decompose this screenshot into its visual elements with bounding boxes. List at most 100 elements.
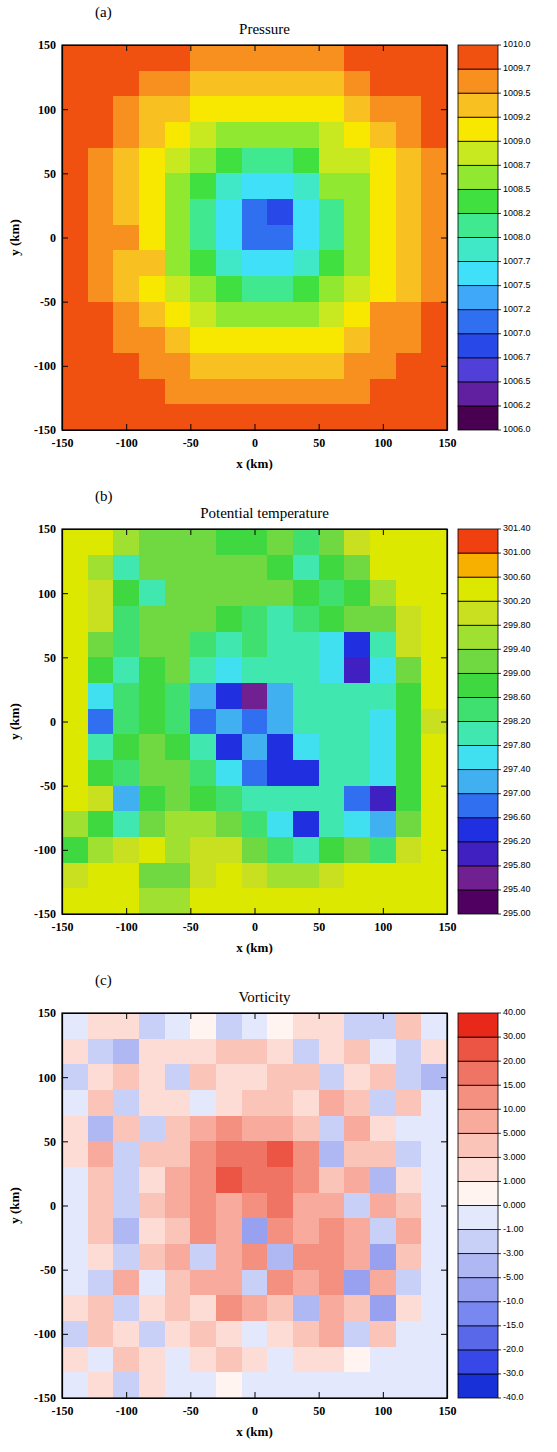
tick-mark	[383, 908, 384, 914]
cell	[216, 96, 242, 122]
cell	[88, 327, 114, 353]
tick-label: 150	[38, 1006, 56, 1020]
colorbar-box	[458, 1085, 498, 1109]
tick: -50	[183, 908, 199, 934]
cell	[293, 863, 319, 889]
colorbar-label: 1.000	[503, 1176, 526, 1186]
colorbar-label: 297.40	[503, 764, 531, 774]
colorbar-tick	[498, 141, 501, 142]
tick	[441, 1077, 447, 1078]
cell	[165, 302, 191, 328]
tick-label: -100	[116, 920, 138, 934]
cell	[344, 1013, 370, 1039]
cell	[242, 734, 268, 760]
cell	[139, 1270, 165, 1296]
cell	[293, 529, 319, 555]
cell	[344, 863, 370, 889]
cell	[242, 580, 268, 606]
cell	[190, 1090, 216, 1116]
colorbar-label: 5.000	[503, 1128, 526, 1138]
colorbar-tick	[498, 1013, 501, 1014]
cell	[216, 555, 242, 581]
cell	[293, 1141, 319, 1167]
cell	[293, 276, 319, 302]
cell	[190, 529, 216, 555]
cell	[139, 1167, 165, 1193]
tick: -50	[40, 295, 68, 309]
cell	[396, 379, 422, 405]
tick-mark	[441, 1270, 447, 1271]
cell	[267, 1090, 293, 1116]
tick-label: 150	[439, 920, 457, 934]
cell	[344, 1064, 370, 1090]
cell	[344, 1295, 370, 1321]
cell	[242, 1013, 268, 1039]
cell	[113, 327, 139, 353]
cell	[113, 199, 139, 225]
tick-label: 150	[439, 1404, 457, 1418]
colorbar-tick	[498, 914, 501, 915]
tick: 100	[374, 908, 392, 934]
cell	[165, 709, 191, 735]
colorbar-label: 1009.2	[503, 112, 531, 122]
cell	[319, 276, 345, 302]
cell	[396, 555, 422, 581]
tick-mark	[319, 1392, 320, 1398]
colorbar-label: 1007.2	[503, 304, 531, 314]
cell	[88, 45, 114, 71]
cell	[113, 1141, 139, 1167]
cell	[165, 1347, 191, 1373]
cell	[216, 1141, 242, 1167]
cell	[421, 888, 447, 914]
tick-mark	[255, 1013, 256, 1019]
cell	[165, 683, 191, 709]
cell	[267, 71, 293, 97]
cell	[190, 122, 216, 148]
cell	[165, 1167, 191, 1193]
cell	[396, 404, 422, 430]
colorbar-label: -15.0	[503, 1320, 524, 1330]
tick-mark	[383, 1013, 384, 1019]
colorbar-tick	[498, 1229, 501, 1230]
cell	[139, 1321, 165, 1347]
cell	[62, 353, 88, 379]
tick	[441, 593, 447, 594]
cell	[396, 276, 422, 302]
tick-mark	[441, 173, 447, 174]
cell	[113, 555, 139, 581]
cell	[88, 657, 114, 683]
cell	[344, 1193, 370, 1219]
cell	[88, 1270, 114, 1296]
tick-label: -150	[34, 1391, 56, 1405]
tick-label: 50	[313, 436, 325, 450]
colorbar-box	[458, 1326, 498, 1350]
tick-mark	[441, 366, 447, 367]
cell	[293, 327, 319, 353]
colorbar-label: 3.000	[503, 1152, 526, 1162]
cell	[190, 173, 216, 199]
cell	[62, 199, 88, 225]
cell	[396, 1347, 422, 1373]
cell	[139, 555, 165, 581]
cell	[293, 353, 319, 379]
cell	[319, 683, 345, 709]
cell	[242, 327, 268, 353]
cell	[370, 632, 396, 658]
cell	[88, 1372, 114, 1398]
cell	[62, 71, 88, 97]
colorbar-box	[458, 1374, 498, 1398]
tick-mark	[190, 1013, 191, 1019]
colorbar-tick	[498, 1157, 501, 1158]
cell	[344, 683, 370, 709]
cell	[421, 225, 447, 251]
tick-mark	[441, 302, 447, 303]
cell	[293, 760, 319, 786]
cell	[139, 173, 165, 199]
cell	[344, 529, 370, 555]
cell	[319, 250, 345, 276]
cell	[165, 122, 191, 148]
cell	[139, 1372, 165, 1398]
cell	[242, 606, 268, 632]
cell	[113, 1244, 139, 1270]
tick-label: -50	[40, 1263, 56, 1277]
